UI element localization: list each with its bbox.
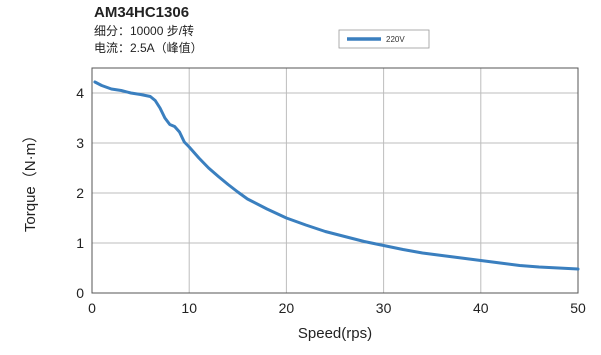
- y-tick-label: 1: [76, 235, 84, 251]
- y-axis-label: Torque（N·m）: [22, 128, 39, 232]
- x-tick-labels: 0 10 20 30 40 50: [88, 300, 586, 316]
- y-tick-label: 2: [76, 185, 84, 201]
- x-tick-label: 30: [376, 300, 392, 316]
- series-line-0: [93, 80, 580, 271]
- chart-subtitle-line-1: 细分：10000 步/转: [94, 23, 194, 38]
- chart-title: AM34HC1306: [94, 4, 189, 21]
- x-tick-label: 0: [88, 300, 96, 316]
- y-tick-label: 0: [76, 285, 84, 301]
- x-tick-label: 40: [473, 300, 489, 316]
- plot-area-frame: [91, 67, 579, 294]
- grid-lines: [92, 68, 578, 293]
- y-tick-label: 3: [76, 135, 84, 151]
- x-tick-label: 10: [181, 300, 197, 316]
- legend: 220V: [338, 29, 430, 49]
- x-tick-label: 20: [279, 300, 295, 316]
- y-tick-labels: 0 1 2 3 4: [76, 85, 84, 301]
- legend-box: [338, 29, 430, 49]
- y-tick-label: 4: [76, 85, 84, 101]
- x-axis-label: Speed(rps): [298, 325, 372, 342]
- chart-subtitle-line-2: 电流：2.5A（峰值）: [94, 40, 203, 55]
- series-layer: [93, 80, 580, 271]
- legend-label-220v: 220V: [386, 35, 405, 44]
- x-tick-label: 50: [570, 300, 586, 316]
